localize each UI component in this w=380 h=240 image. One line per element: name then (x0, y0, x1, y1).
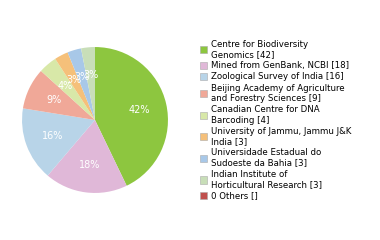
Text: 4%: 4% (58, 81, 73, 90)
Text: 3%: 3% (74, 72, 90, 82)
Text: 3%: 3% (83, 70, 98, 80)
Text: 18%: 18% (79, 160, 100, 170)
Wedge shape (23, 71, 95, 120)
Wedge shape (48, 120, 127, 193)
Wedge shape (68, 48, 95, 120)
Wedge shape (55, 52, 95, 120)
Text: 16%: 16% (42, 131, 63, 141)
Text: 9%: 9% (47, 95, 62, 105)
Wedge shape (81, 47, 95, 120)
Text: 3%: 3% (66, 75, 82, 85)
Text: 42%: 42% (128, 105, 150, 115)
Wedge shape (41, 59, 95, 120)
Wedge shape (95, 47, 168, 186)
Wedge shape (22, 108, 95, 175)
Legend: Centre for Biodiversity
Genomics [42], Mined from GenBank, NCBI [18], Zoological: Centre for Biodiversity Genomics [42], M… (200, 40, 351, 200)
